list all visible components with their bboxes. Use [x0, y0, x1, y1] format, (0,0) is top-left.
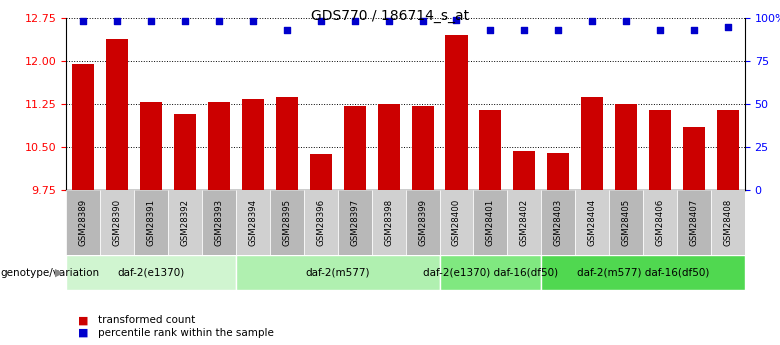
Text: GSM28398: GSM28398	[384, 199, 393, 246]
Bar	[406, 190, 440, 255]
Bar	[649, 110, 671, 190]
Text: GSM28402: GSM28402	[519, 199, 529, 246]
Bar	[208, 102, 230, 190]
Point	[586, 19, 598, 24]
Bar	[202, 190, 236, 255]
Bar	[609, 190, 643, 255]
Bar	[445, 35, 467, 190]
Text: GSM28404: GSM28404	[587, 199, 597, 246]
Point	[450, 17, 463, 22]
Text: GSM28389: GSM28389	[79, 199, 88, 246]
Text: GDS770 / 186714_s_at: GDS770 / 186714_s_at	[311, 9, 469, 23]
Bar	[615, 104, 637, 190]
Point	[518, 27, 530, 33]
Bar	[643, 190, 677, 255]
Text: genotype/variation: genotype/variation	[1, 267, 100, 277]
Text: transformed count: transformed count	[98, 315, 195, 325]
Point	[77, 19, 90, 24]
Text: GSM28408: GSM28408	[723, 199, 732, 246]
Point	[213, 19, 225, 24]
Bar	[507, 190, 541, 255]
Bar	[371, 190, 406, 255]
Bar	[711, 190, 745, 255]
Bar	[338, 190, 372, 255]
Bar	[236, 190, 270, 255]
Text: daf-2(m577): daf-2(m577)	[306, 267, 370, 277]
Text: GSM28393: GSM28393	[215, 199, 224, 246]
Bar	[548, 153, 569, 190]
Bar	[581, 97, 603, 190]
Text: daf-2(e1370): daf-2(e1370)	[118, 267, 185, 277]
Bar	[576, 190, 609, 255]
Bar	[683, 127, 705, 190]
Point	[484, 27, 497, 33]
Text: GSM28392: GSM28392	[180, 199, 190, 246]
Text: percentile rank within the sample: percentile rank within the sample	[98, 328, 273, 338]
Point	[145, 19, 158, 24]
Text: GSM28394: GSM28394	[248, 199, 257, 246]
Point	[111, 19, 123, 24]
Bar	[73, 64, 94, 190]
Bar	[101, 190, 134, 255]
Bar	[174, 114, 196, 190]
Text: GSM28403: GSM28403	[554, 199, 563, 246]
Bar	[440, 255, 541, 290]
Text: GSM28391: GSM28391	[147, 199, 156, 246]
Point	[382, 19, 395, 24]
Bar	[378, 104, 399, 190]
Bar	[440, 190, 473, 255]
Text: GSM28405: GSM28405	[622, 199, 631, 246]
Text: GSM28399: GSM28399	[418, 199, 427, 246]
Text: GSM28401: GSM28401	[486, 199, 495, 246]
Bar	[168, 190, 202, 255]
Bar	[270, 190, 304, 255]
Bar	[140, 102, 162, 190]
Point	[179, 19, 191, 24]
Text: GSM28406: GSM28406	[655, 199, 665, 246]
Text: GSM28407: GSM28407	[690, 199, 699, 246]
Text: ■: ■	[78, 315, 88, 325]
Bar	[541, 190, 576, 255]
Text: ■: ■	[78, 328, 88, 338]
Text: GSM28390: GSM28390	[112, 199, 122, 246]
Bar	[541, 255, 745, 290]
Point	[417, 19, 429, 24]
Bar	[106, 39, 128, 190]
Point	[349, 19, 361, 24]
Bar	[236, 255, 440, 290]
Point	[246, 19, 259, 24]
Point	[314, 19, 327, 24]
Point	[552, 27, 565, 33]
Bar	[276, 97, 298, 190]
Text: GSM28395: GSM28395	[282, 199, 292, 246]
Bar	[66, 190, 101, 255]
Bar	[242, 99, 264, 190]
Text: GSM28400: GSM28400	[452, 199, 461, 246]
Bar	[473, 190, 508, 255]
Bar	[344, 106, 366, 190]
Bar	[310, 154, 332, 190]
Bar	[304, 190, 338, 255]
Point	[654, 27, 666, 33]
Bar	[717, 110, 739, 190]
Bar	[66, 255, 236, 290]
Bar	[480, 110, 502, 190]
Bar	[513, 151, 535, 190]
Text: daf-2(m577) daf-16(df50): daf-2(m577) daf-16(df50)	[577, 267, 709, 277]
Bar	[134, 190, 168, 255]
Text: daf-2(e1370) daf-16(df50): daf-2(e1370) daf-16(df50)	[423, 267, 558, 277]
Text: ▶: ▶	[55, 267, 64, 277]
Point	[281, 27, 293, 33]
Point	[620, 19, 633, 24]
Point	[722, 24, 734, 29]
Text: GSM28397: GSM28397	[350, 199, 360, 246]
Text: GSM28396: GSM28396	[316, 199, 325, 246]
Point	[688, 27, 700, 33]
Bar	[677, 190, 711, 255]
Bar	[412, 106, 434, 190]
